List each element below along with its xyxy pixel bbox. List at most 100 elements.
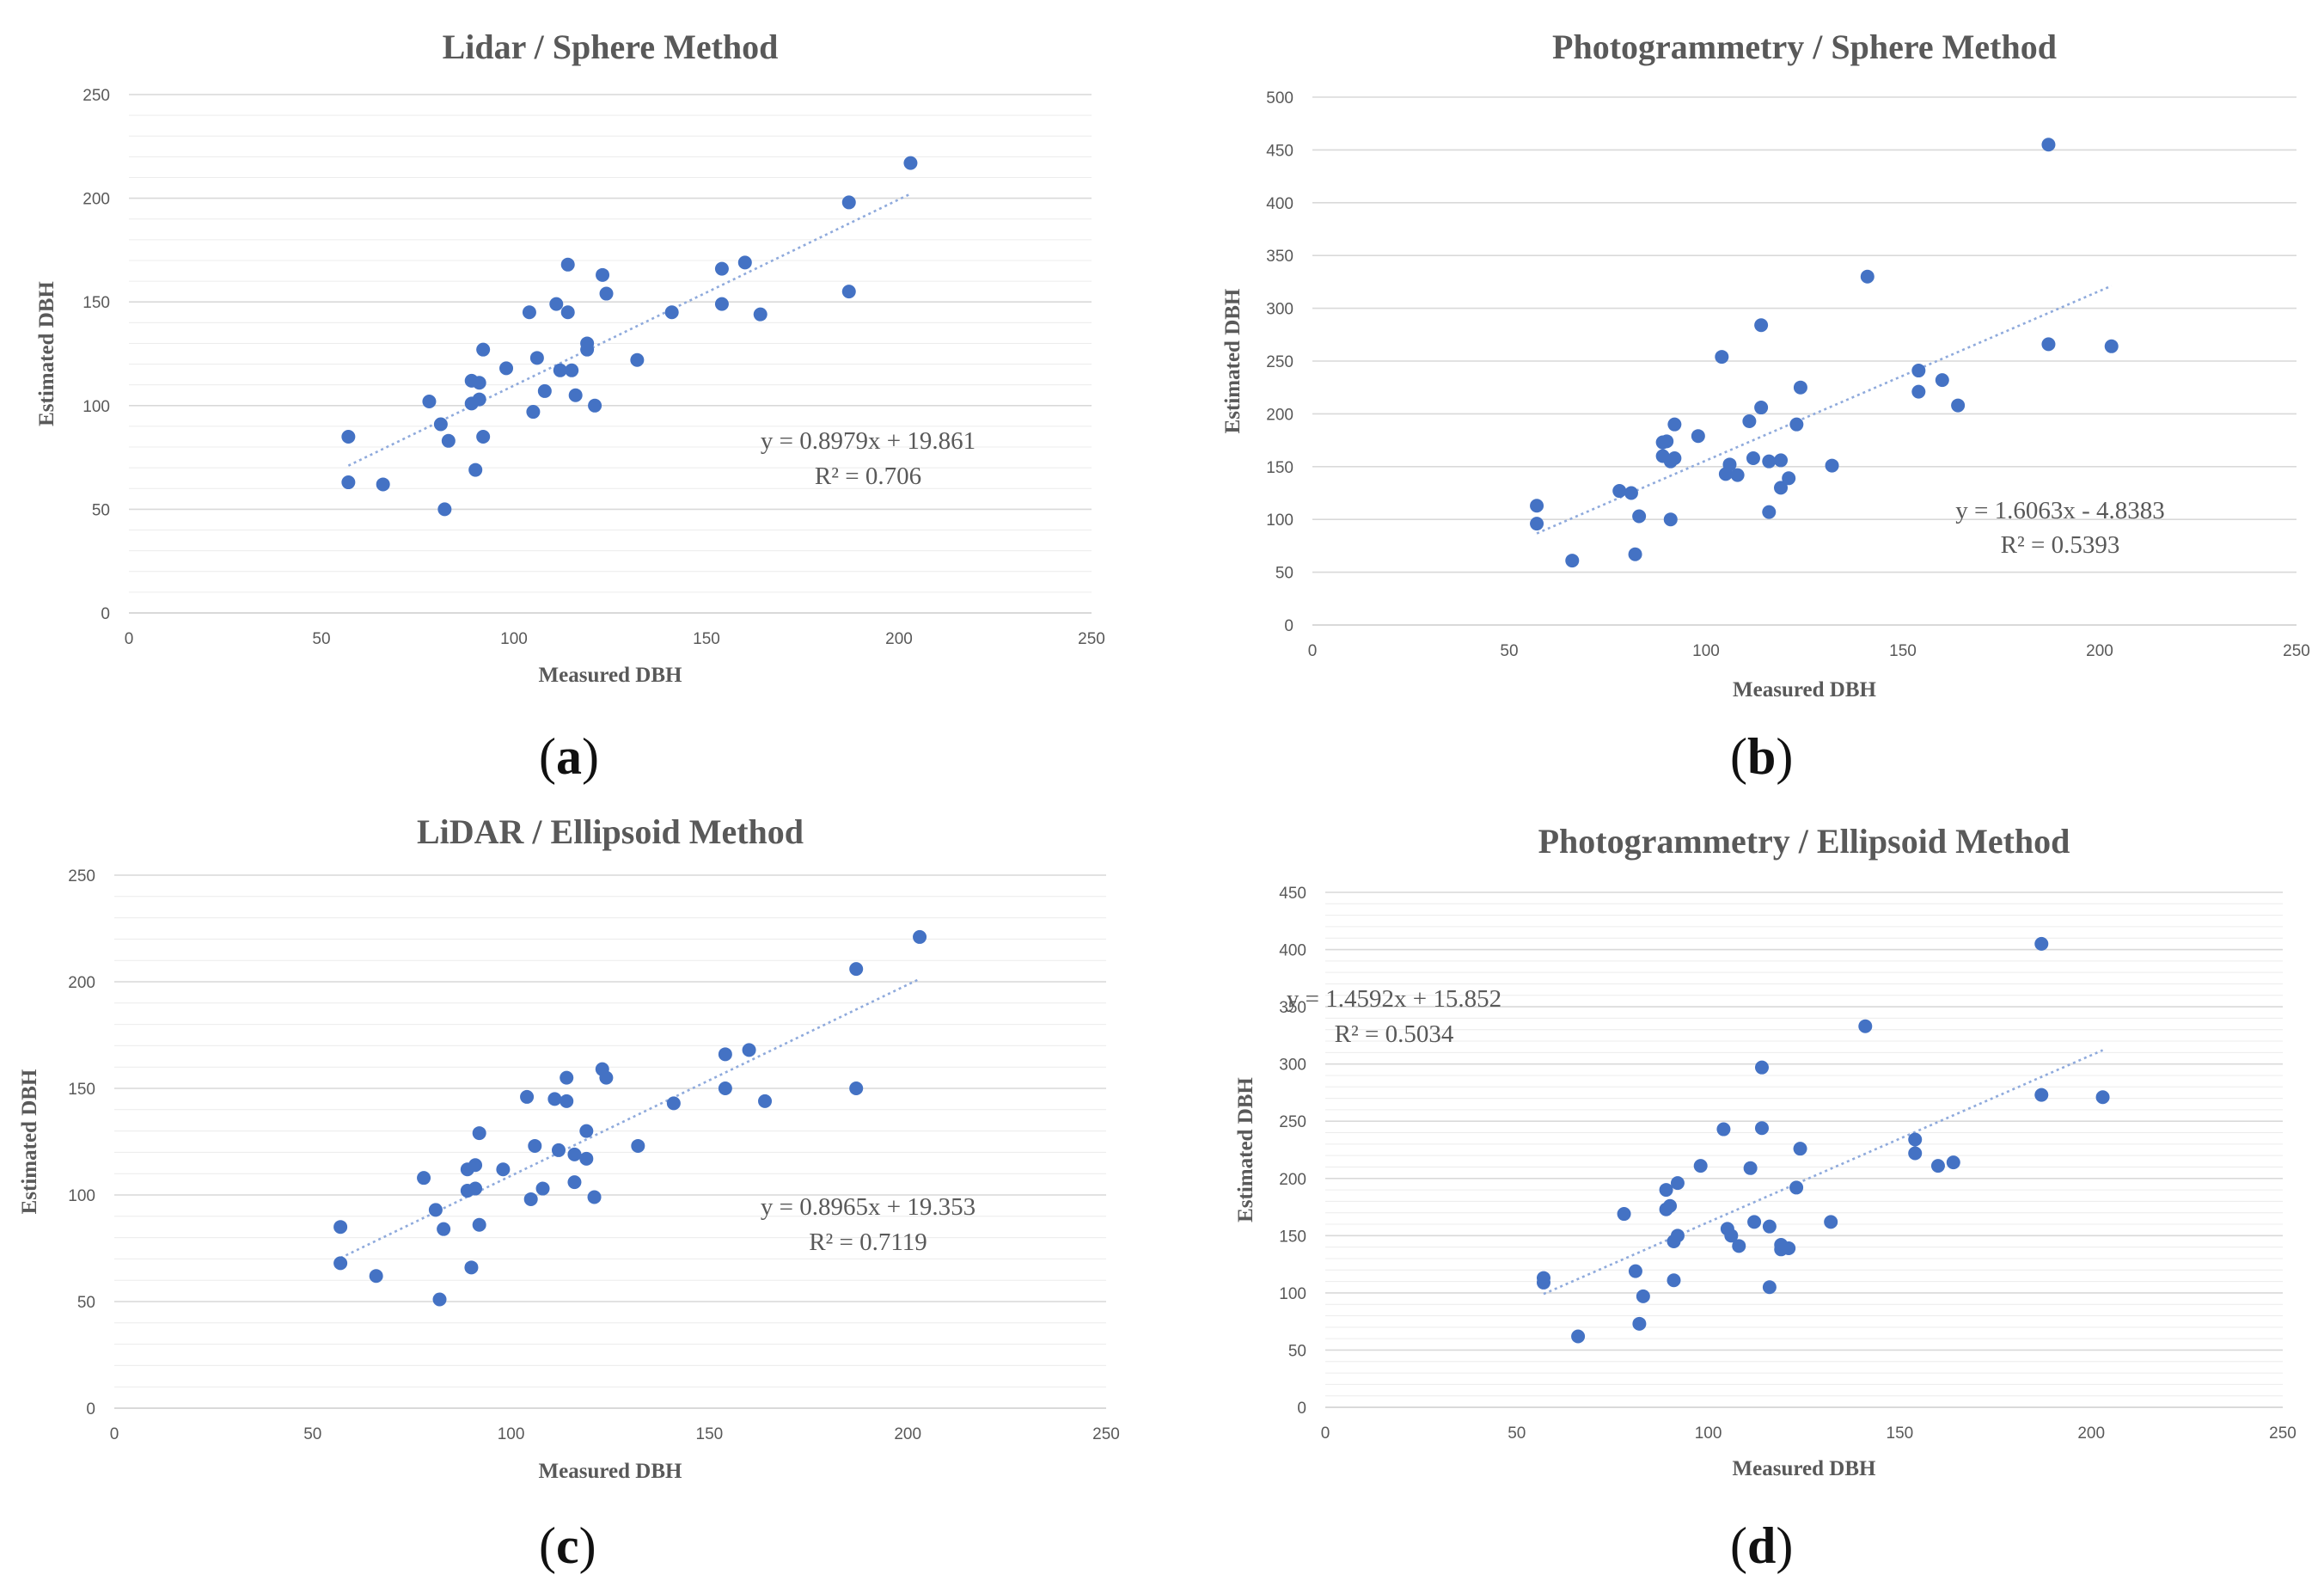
data-point	[560, 305, 575, 320]
data-point	[1536, 1275, 1550, 1290]
data-point	[588, 398, 602, 413]
y-tick-label: 500	[1266, 89, 1293, 107]
data-point	[560, 257, 575, 272]
data-point	[579, 1151, 594, 1166]
gridlines	[1325, 891, 2283, 1408]
data-point	[553, 363, 567, 377]
x-axis-label: Measured DBH	[539, 664, 682, 687]
data-point	[1670, 1228, 1685, 1243]
y-tick-label: 150	[1266, 459, 1293, 477]
data-point	[1667, 1273, 1681, 1288]
data-point	[1617, 1207, 1631, 1222]
x-tick-label: 0	[125, 630, 134, 648]
caption-d: (d)	[1730, 1517, 1794, 1574]
data-point	[1530, 517, 1544, 531]
data-point	[437, 502, 452, 517]
data-point	[437, 1222, 451, 1236]
data-point	[472, 1217, 486, 1232]
data-point	[433, 417, 448, 432]
chart-d: Photogrammetry / Ellipsoid Method 0 50 100 1…	[1234, 822, 2296, 1480]
y-tick-label: 150	[83, 294, 110, 312]
data-point	[1715, 350, 1729, 365]
y-tick-label: 200	[1279, 1171, 1306, 1189]
y-tick-label: 100	[83, 398, 110, 416]
x-tick-label: 100	[498, 1425, 525, 1443]
chart-title: Photogrammetry / Ellipsoid Method	[1538, 822, 2070, 861]
x-tick-label: 0	[1308, 642, 1318, 660]
panel-c: LiDAR / Ellipsoid Method 0 50 100 150 200 250 0…	[0, 796, 1162, 1593]
data-point	[718, 1047, 732, 1062]
data-point	[1935, 373, 1949, 388]
data-point	[565, 363, 579, 377]
chart-b: Photogrammetry / Sphere Method 0 50 100 150 2…	[1221, 28, 2310, 702]
y-tick-label: 250	[83, 87, 110, 105]
data-point	[1663, 512, 1678, 527]
data-point	[714, 297, 729, 311]
y-tick-label: 350	[1279, 999, 1306, 1017]
y-tick-label: 400	[1279, 942, 1306, 960]
data-point	[537, 383, 552, 398]
x-tick-label: 200	[894, 1425, 921, 1443]
data-points	[1536, 936, 2110, 1344]
x-tick-label: 50	[1500, 642, 1518, 660]
data-point	[468, 463, 483, 477]
data-point	[1628, 547, 1642, 561]
chart-a: Lidar / Sphere Method 0 50 100 150 200 250 0 50 1…	[35, 28, 1105, 687]
data-point	[2095, 1090, 2110, 1105]
y-tick-label: 150	[1279, 1228, 1306, 1246]
data-point	[1632, 1316, 1647, 1331]
data-point	[1858, 1019, 1873, 1033]
data-point	[1789, 1180, 1804, 1195]
y-axis-label: Estimated DBH	[1221, 288, 1245, 433]
y-tick-label: 50	[1288, 1342, 1306, 1360]
data-point	[599, 1070, 614, 1085]
chart-c: LiDAR / Ellipsoid Method 0 50 100 150 200 250 0…	[18, 812, 1120, 1483]
y-tick-label: 150	[68, 1081, 95, 1099]
data-point	[841, 285, 856, 299]
x-tick-label: 100	[500, 630, 528, 648]
data-point	[1571, 1329, 1586, 1344]
data-point	[2034, 1088, 2049, 1102]
data-point	[1824, 1215, 1838, 1229]
data-point	[1825, 458, 1839, 473]
x-tick-label: 0	[1321, 1425, 1330, 1443]
data-point	[1908, 1132, 1923, 1147]
panel-d: Photogrammetry / Ellipsoid Method 0 50 100 1…	[1162, 796, 2324, 1593]
data-point	[1793, 380, 1807, 395]
data-point	[432, 1292, 447, 1307]
data-point	[849, 1081, 864, 1095]
data-point	[1782, 471, 1796, 486]
data-point	[496, 1162, 511, 1177]
data-point	[1624, 486, 1638, 500]
data-point	[476, 429, 491, 444]
data-point	[1667, 417, 1682, 432]
gridlines	[129, 94, 1092, 614]
data-point	[549, 297, 564, 311]
y-tick-label: 250	[68, 867, 95, 885]
x-tick-label: 50	[1508, 1425, 1526, 1443]
data-point	[631, 1138, 645, 1153]
y-tick-label: 300	[1279, 1057, 1306, 1075]
y-axis-label: Estimated DBH	[18, 1069, 41, 1214]
y-tick-label: 450	[1279, 885, 1306, 903]
y-axis-label: Estimated DBH	[35, 281, 58, 426]
x-tick-label: 250	[2283, 642, 2310, 660]
y-axis-label: Estimated DBH	[1234, 1077, 1257, 1222]
data-point	[1946, 1155, 1960, 1170]
data-point	[472, 392, 486, 407]
data-point	[568, 388, 583, 402]
data-point	[499, 361, 514, 376]
data-point	[1754, 401, 1769, 415]
chart-title: Lidar / Sphere Method	[443, 28, 779, 66]
data-point	[1724, 1228, 1739, 1243]
data-point	[1659, 1183, 1673, 1198]
data-point	[1908, 1146, 1923, 1161]
data-point	[1612, 484, 1627, 499]
caption-a: (a)	[539, 728, 599, 785]
data-point	[2041, 138, 2056, 152]
data-point	[664, 305, 679, 320]
trendline	[347, 193, 912, 467]
data-point	[753, 307, 768, 322]
data-point	[2104, 339, 2119, 353]
x-tick-label: 150	[696, 1425, 724, 1443]
